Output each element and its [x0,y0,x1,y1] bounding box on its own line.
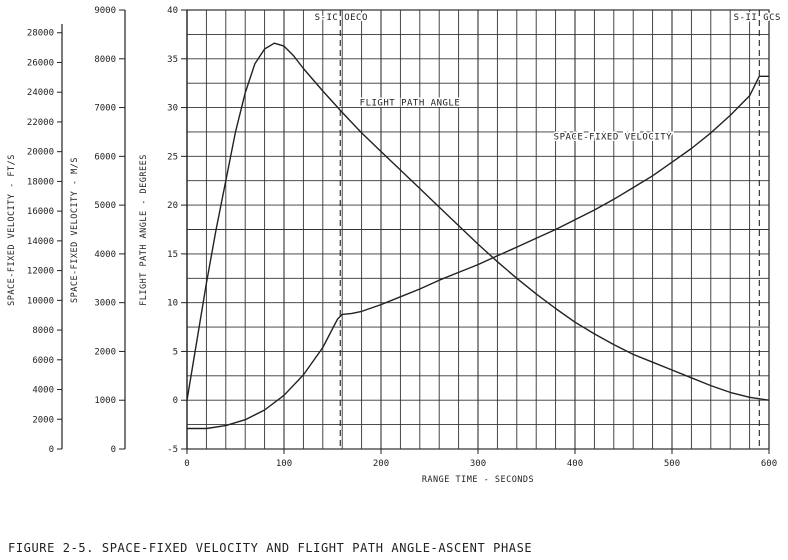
ms-tick-label: 8000 [94,55,116,65]
deg-tick-label: -5 [167,445,178,455]
ft-tick-label: 0 [49,445,54,455]
ms-tick-label: 5000 [94,201,116,211]
x-tick-label: 500 [664,459,680,469]
ms-tick-label: 9000 [94,6,116,16]
x-tick-label: 200 [373,459,389,469]
ms-tick-label: 2000 [94,347,116,357]
series-annotation: SPACE-FIXED VELOCITY [554,133,672,143]
flight-path-angle-line [186,42,770,401]
deg-tick-label: 0 [173,396,178,406]
x-tick-label: 600 [761,459,777,469]
ms-tick-label: 4000 [94,250,116,260]
ms-tick-label: 3000 [94,299,116,309]
x-tick-label: 0 [184,459,189,469]
deg-tick-label: 40 [167,6,178,16]
labels-group: RANGE TIME - SECONDS FLIGHT PATH ANGLE - … [7,12,782,486]
deg-tick-label: 15 [167,250,178,260]
deg-axis-title: FLIGHT PATH ANGLE - DEGREES [139,154,149,306]
x-tick-label: 400 [567,459,583,469]
deg-tick-label: 20 [167,201,178,211]
ms-tick-label: 6000 [94,152,116,162]
axes-group: 0 100 200 300 400 500 600-50510152025303540010… [27,6,777,469]
event-label: S-IC OECO [315,13,368,23]
ft-tick-label: 8000 [32,326,54,336]
deg-tick-label: 5 [173,347,178,357]
ms-tick-label: 7000 [94,104,116,114]
ms-tick-label: 1000 [94,396,116,406]
ms-axis-title: SPACE-FIXED VELOCITY - M/S [70,157,80,303]
ft-tick-label: 22000 [27,118,54,128]
ft-tick-label: 6000 [32,356,54,366]
series-annotation: FLIGHT PATH ANGLE [360,99,461,109]
figure-caption: FIGURE 2-5. SPACE-FIXED VELOCITY AND FLI… [8,541,533,555]
space-fixed-velocity-line [187,75,769,430]
ft-tick-label: 10000 [27,296,54,306]
ms-tick-label: 0 [111,445,116,455]
ft-tick-label: 24000 [27,88,54,98]
ft-tick-label: 18000 [27,177,54,187]
ft-tick-label: 12000 [27,267,54,277]
x-axis-title: RANGE TIME - SECONDS [422,475,534,485]
x-tick-label: 300 [470,459,486,469]
ft-tick-label: 28000 [27,29,54,39]
deg-tick-label: 30 [167,104,178,114]
ft-tick-label: 20000 [27,148,54,158]
deg-tick-label: 35 [167,55,178,65]
ft-tick-label: 2000 [32,415,54,425]
event-label: S-II GCS [734,13,781,23]
ft-tick-label: 16000 [27,207,54,217]
deg-tick-label: 10 [167,299,178,309]
ft-tick-label: 4000 [32,386,54,396]
plot-grid [186,9,770,450]
x-tick-label: 100 [276,459,292,469]
deg-tick-label: 25 [167,152,178,162]
ft-axis-title: SPACE-FIXED VELOCITY - FT/S [7,154,17,306]
series-group [186,10,770,449]
ft-tick-label: 26000 [27,58,54,68]
ft-tick-label: 14000 [27,237,54,247]
